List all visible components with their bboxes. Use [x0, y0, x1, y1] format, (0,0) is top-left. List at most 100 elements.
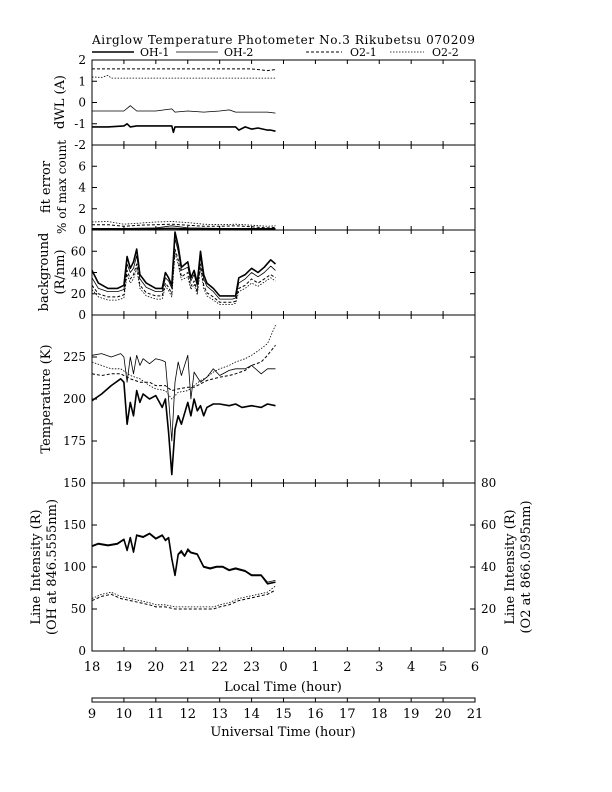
panel-frame: [91, 144, 476, 231]
y-tick-label: 4: [78, 181, 86, 195]
x-tick-label-local: 22: [211, 660, 228, 675]
x-axis-local-ticks: 18 19 20 21 22 23 0 1 2 3 4 5 6: [84, 660, 479, 675]
y-axis-label: dWL (A): [53, 75, 68, 129]
x-axis-ut: 9 10 11 12 13 14 15 16 17 18 19 20 21 Universal Time…: [88, 697, 484, 740]
panel-frame: [91, 59, 476, 146]
y-axis-label-right-secondary: (O2 at 866.0595nm): [519, 500, 534, 633]
y-axis-ticks: 0 50 100 150: [63, 483, 476, 658]
y-tick-label: 20: [71, 287, 86, 301]
panel-dwl: -2 -1 0 1 2 dWL (A): [53, 53, 476, 152]
x-tick-label-ut: 18: [371, 707, 388, 722]
x-tick-label-ut: 14: [243, 707, 260, 722]
x-tick-label-local: 3: [375, 660, 383, 675]
series-line-oh-2: [91, 238, 276, 300]
series-line-oh-1: [92, 227, 276, 230]
y-tick-label-right: 20: [481, 602, 496, 616]
series-line-oh-1: [91, 377, 276, 476]
y-axis-label: Temperature (K): [39, 344, 54, 453]
series-line-oh-2: [91, 533, 276, 583]
series-line-o2-2: [91, 74, 276, 79]
y-tick-label: 0: [78, 308, 86, 322]
panel-temperature: 150 175 200 225 Temperature (K): [39, 314, 476, 490]
y-tick-label: 150: [63, 476, 86, 490]
y-tick-label: 175: [63, 434, 86, 448]
y-axis-label: Line Intensity (R): [29, 509, 44, 624]
plot-area: [91, 68, 276, 134]
x-axis-local-label: Local Time (hour): [224, 680, 342, 695]
y-axis-label-secondary: % of max count: [55, 140, 69, 234]
legend-label-o2-1: O2-1: [350, 46, 377, 59]
legend-label-oh-2: OH-2: [224, 46, 253, 59]
x-axis-local: 18 19 20 21 22 23 0 1 2 3 4 5 6 Local Time (hour): [84, 660, 479, 695]
plot-area: [91, 231, 277, 305]
x-tick-label-ut: 9: [88, 707, 96, 722]
plot-area: [91, 324, 276, 476]
series-line-oh-1: [91, 532, 276, 585]
y-tick-label: 0: [78, 96, 86, 110]
x-tick-label-local: 1: [311, 660, 319, 675]
x-tick-label-local: 2: [343, 660, 351, 675]
y-tick-label-right: 40: [481, 560, 496, 574]
panel-background: 0 20 40 60 background (R/nm): [37, 229, 476, 322]
x-tick-label-local: 5: [439, 660, 447, 675]
y-tick-label: 225: [63, 350, 86, 364]
y-tick-label: -2: [74, 138, 86, 152]
series-line-o2-2: [91, 585, 276, 608]
x-tick-label-local: 19: [116, 660, 133, 675]
y-tick-label: 2: [78, 202, 86, 216]
x-tick-label-ut: 19: [403, 707, 420, 722]
x-tick-label-ut: 12: [179, 707, 196, 722]
x-tick-label-ut: 15: [275, 707, 292, 722]
series-line-oh-1: [91, 231, 277, 297]
y-tick-label: 6: [78, 159, 86, 173]
panel-intensity: 0 50 100 150 0 20 40 60 80 Line Intensity (R) (…: [29, 476, 534, 658]
x-axis-ut-label: Universal Time (hour): [210, 725, 355, 740]
series-line-o2-2: [91, 221, 276, 227]
x-tick-label-ut: 13: [211, 707, 228, 722]
y-axis-label-secondary: (OH at 846.5555nm): [45, 499, 60, 635]
plot-area: [91, 221, 276, 230]
series-line-oh-1: [92, 123, 276, 134]
y-axis-label-secondary: (R/nm): [53, 249, 68, 294]
series-line-o2-1: [92, 223, 276, 229]
x-tick-label-ut: 11: [148, 707, 165, 722]
y-tick-label: 0: [78, 223, 86, 237]
x-tick-label-local: 21: [179, 660, 196, 675]
series-line-o2-2: [91, 252, 276, 305]
x-tick-label-local: 0: [279, 660, 287, 675]
y-axis-ticks: 150 175 200 225: [63, 315, 476, 490]
y-axis-ticks: -2 -1 0 1 2: [74, 53, 476, 152]
y-tick-label: 0: [78, 644, 86, 658]
y-tick-label: 50: [71, 602, 86, 616]
series-line-o2-1: [91, 589, 276, 610]
x-tick-label-ut: 21: [467, 707, 484, 722]
panel-frame: [91, 482, 476, 652]
y-tick-label: 1: [78, 74, 86, 88]
x-tick-label-local: 6: [471, 660, 479, 675]
figure-title: Airglow Temperature Photometer No.3 Riku…: [91, 33, 476, 47]
x-tick-label-ut: 17: [339, 707, 356, 722]
x-tick-label-local: 18: [84, 660, 101, 675]
y-axis-label: background: [37, 233, 52, 312]
y-tick-label: 100: [63, 560, 86, 574]
y-axis-ticks: 0 2 4 6: [78, 145, 476, 237]
panel-fit-error: 0 2 4 6 fit error % of max count: [39, 140, 476, 237]
legend-label-o2-2: O2-2: [432, 46, 459, 59]
x-tick-label-local: 4: [407, 660, 415, 675]
y-tick-label: 60: [71, 244, 86, 258]
x-tick-label-local: 23: [243, 660, 260, 675]
y-tick-label-right: 0: [481, 644, 489, 658]
series-line-o2-1: [91, 248, 276, 303]
series-line-o2-2: [91, 324, 276, 400]
y-tick-label-right: 80: [481, 476, 496, 490]
y-tick-label: 200: [63, 392, 86, 406]
series-line-oh-2: [92, 225, 276, 229]
y-axis-ticks: 0 20 40 60: [71, 230, 476, 322]
x-tick-label-ut: 20: [435, 707, 452, 722]
y-axis-ticks-right: 0 20 40 60 80: [481, 476, 496, 658]
series-line-o2-1: [92, 68, 276, 72]
legend: OH-1 OH-2 O2-1 O2-2: [92, 46, 459, 59]
plot-area: [91, 532, 276, 610]
y-tick-label: 2: [78, 53, 86, 67]
